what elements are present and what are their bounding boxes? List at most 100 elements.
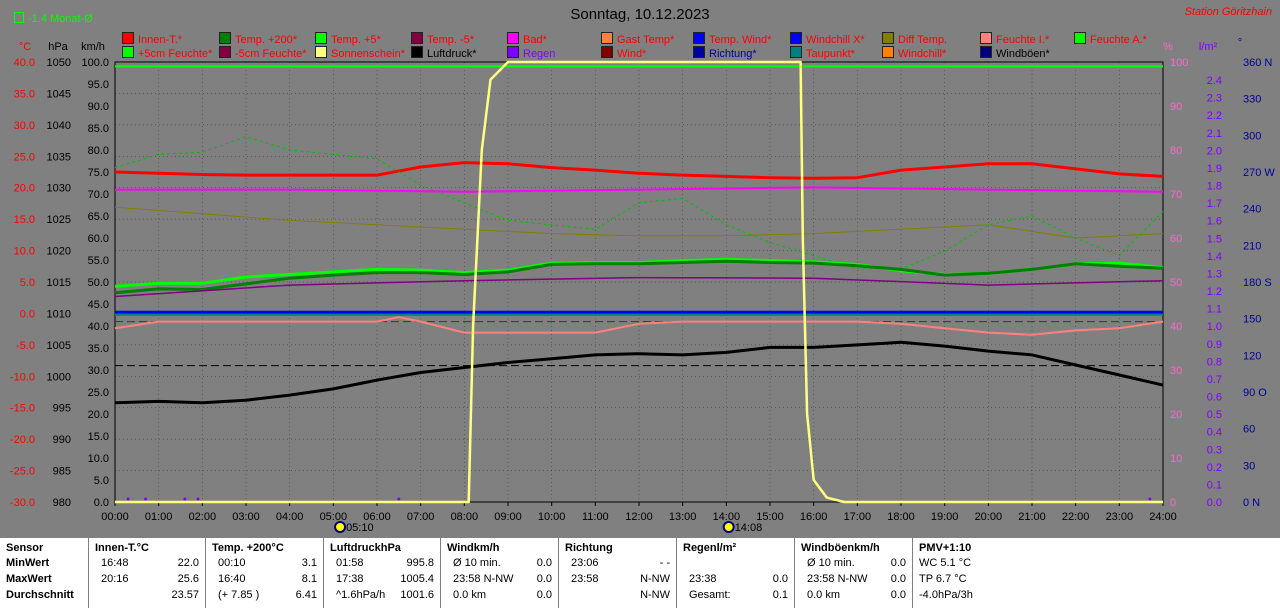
temp-tick: 20.0 <box>14 183 35 195</box>
legend-item[interactable]: Taupunkt* <box>790 46 855 60</box>
series-line <box>115 186 1164 193</box>
dir-tick: 60 <box>1243 424 1255 436</box>
stat-label: ^1.6hPa/h <box>336 589 386 601</box>
stats-title: Wind <box>447 542 474 554</box>
legend-item[interactable]: Feuchte A.* <box>1074 32 1147 46</box>
dir-tick: 360 N <box>1243 57 1272 69</box>
kmh-unit: km/h <box>81 41 105 53</box>
hpa-tick: 1035 <box>47 151 71 163</box>
legend-item[interactable]: -5cm Feuchte* <box>219 46 307 60</box>
x-tick-label: 03:00 <box>232 511 260 523</box>
stat-label: (+ 7.85 ) <box>218 589 260 601</box>
stat-label: 23:58 N-NW <box>453 573 514 585</box>
hpa-tick: 1000 <box>47 371 71 383</box>
stat-label: Ø 10 min. <box>453 557 501 569</box>
stat-label: Ø 10 min. <box>807 557 855 569</box>
legend-label: Temp. Wind* <box>709 34 772 46</box>
rain-tick: 2.1 <box>1207 128 1222 140</box>
legend-item[interactable]: Bad* <box>507 32 547 46</box>
legend-item[interactable]: Temp. -5* <box>411 32 474 46</box>
rain-tick: 1.4 <box>1207 251 1222 263</box>
legend-item[interactable]: Temp. +200* <box>219 32 297 46</box>
rain-tick: 0.8 <box>1207 356 1222 368</box>
dir-tick: 270 W <box>1243 167 1275 179</box>
stats-header: Innen-T.°C <box>95 542 199 557</box>
temp-tick: 25.0 <box>14 151 35 163</box>
legend-item[interactable]: Feuchte I.* <box>980 32 1049 46</box>
legend-label: Diff Temp. <box>898 34 948 46</box>
temp-tick: 30.0 <box>14 120 35 132</box>
stats-title: Luftdruck <box>330 542 381 554</box>
legend-item[interactable]: Windchill* <box>882 46 946 60</box>
stats-row: Gesamt: 0.1 <box>683 589 788 605</box>
temp-tick: 15.0 <box>14 214 35 226</box>
dir-tick: 330 <box>1243 94 1261 106</box>
legend-swatch <box>980 32 992 44</box>
legend-item[interactable]: Gast Temp* <box>601 32 674 46</box>
legend-item[interactable]: Diff Temp. <box>882 32 947 46</box>
stat-value: 995.8 <box>406 557 434 569</box>
stats-table: Sensor MinWert MaxWert Durchschnitt Innen-T.… <box>0 538 1280 608</box>
series-line <box>114 259 1164 295</box>
x-tick-label: 05:00 <box>320 511 348 523</box>
checkbox-icon[interactable] <box>14 12 24 23</box>
legend-label: +5cm Feuchte* <box>138 48 213 60</box>
rain-tick: 1.0 <box>1207 321 1222 333</box>
legend-item[interactable]: +5cm Feuchte* <box>122 46 212 60</box>
rain-tick: 1.3 <box>1207 268 1222 280</box>
temp-unit: °C <box>19 41 31 53</box>
stats-row-label: MinWert <box>6 557 50 569</box>
stats-title: Temp. +200 <box>212 542 272 554</box>
stats-title: Richtung <box>565 542 613 554</box>
legend-swatch <box>411 46 423 58</box>
stats-title: Innen-T. <box>95 542 137 554</box>
rain-point <box>144 497 148 501</box>
temp-tick: 40.0 <box>14 57 35 69</box>
kmh-tick: 35.0 <box>88 343 109 355</box>
stats-row: ^1.6hPa/h 1001.6 <box>330 589 434 605</box>
legend-item[interactable]: Luftdruck* <box>411 46 477 60</box>
stat-value: 25.6 <box>177 573 199 585</box>
rain-tick: 0.4 <box>1207 427 1222 439</box>
legend-swatch <box>219 46 231 58</box>
stat-value: 0.0 <box>772 573 788 585</box>
stats-row: 16:48 22.0 <box>95 557 199 573</box>
legend-label: Windböen* <box>996 48 1050 60</box>
stats-row: 23.57 <box>95 589 199 605</box>
dir-tick: 210 <box>1243 240 1261 252</box>
legend-item[interactable]: Sonnenschein* <box>315 46 405 60</box>
legend-item[interactable]: Regen <box>507 46 555 60</box>
hpa-unit: hPa <box>48 41 68 53</box>
legend-item[interactable]: Windchill X* <box>790 32 865 46</box>
legend-item[interactable]: Wind* <box>601 46 646 60</box>
pct-tick: 40 <box>1170 321 1182 333</box>
kmh-tick: 90.0 <box>88 101 109 113</box>
hpa-tick: 1015 <box>47 277 71 289</box>
x-tick-label: 12:00 <box>625 511 653 523</box>
rain-tick: 0.0 <box>1207 497 1222 509</box>
legend-label: Windchill X* <box>806 34 865 46</box>
stats-luftdruck-column: LuftdruckhPa 01:58 995.8 17:38 1005.4 ^1.6hPa… <box>323 538 440 608</box>
stats-header: Regenl/m² <box>683 542 788 557</box>
kmh-tick: 10.0 <box>88 453 109 465</box>
legend-item[interactable]: Richtung* <box>693 46 757 60</box>
legend-item[interactable]: Temp. Wind* <box>693 32 771 46</box>
rain-point <box>1148 497 1152 501</box>
stat-label: Gesamt: <box>689 589 731 601</box>
dir-unit: ° <box>1238 37 1242 49</box>
stat-label: 00:10 <box>218 557 246 569</box>
stats-row <box>683 557 788 573</box>
legend-label: Temp. +200* <box>235 34 298 46</box>
legend-item[interactable]: Windböen* <box>980 46 1050 60</box>
stats-sensor-column: Sensor MinWert MaxWert Durchschnitt <box>0 538 88 608</box>
rain-tick: 1.7 <box>1207 198 1222 210</box>
legend-label: Richtung* <box>709 48 757 60</box>
legend-item[interactable]: Temp. +5* <box>315 32 381 46</box>
rain-point <box>196 497 200 501</box>
legend-label: Luftdruck* <box>427 48 477 60</box>
stat-value: 0.0 <box>536 557 552 569</box>
stats-windboeen-column: Windböenkm/h Ø 10 min. 0.0 23:58 N-NW 0.0 0.0… <box>794 538 912 608</box>
legend-item[interactable]: Innen-T.* <box>122 32 182 46</box>
x-tick-label: 08:00 <box>451 511 479 523</box>
legend-swatch <box>507 32 519 44</box>
